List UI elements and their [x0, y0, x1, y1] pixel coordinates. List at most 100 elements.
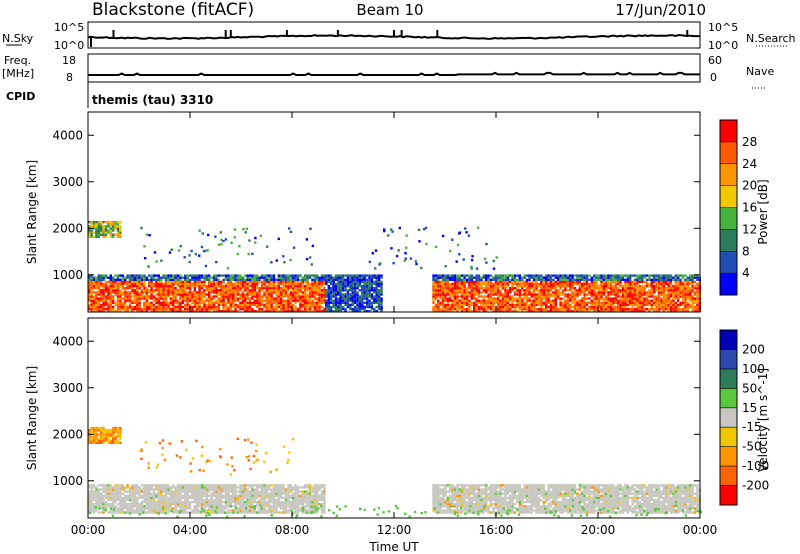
velocity-cell [232, 490, 235, 493]
power-cell [136, 282, 139, 286]
power-cell [157, 293, 160, 296]
velocity-cell [258, 494, 261, 497]
power-cell [176, 276, 180, 279]
power-cell [437, 299, 440, 302]
power-cell [102, 295, 105, 298]
power-cell [97, 303, 100, 307]
velocity-cell [229, 509, 232, 512]
power-cell [311, 282, 314, 286]
power-cell [294, 297, 297, 300]
power-cell [487, 299, 490, 302]
power-cell [346, 284, 350, 288]
power-cell [439, 276, 442, 279]
power-cell [289, 297, 292, 300]
power-cell [145, 293, 148, 296]
power-cell [215, 274, 218, 277]
power-cell [133, 278, 136, 281]
power-cell [203, 293, 206, 296]
power-cell [143, 245, 146, 248]
power-cell [456, 303, 459, 307]
velocity-cell [184, 492, 187, 495]
power-cell [461, 297, 464, 300]
power-cell [600, 295, 603, 298]
velocity-cell [191, 511, 194, 514]
power-cell [289, 310, 292, 313]
velocity-cell [217, 494, 220, 497]
power-cell [638, 297, 641, 300]
power-cell [397, 249, 400, 252]
power-cell [301, 284, 304, 288]
power-cell [665, 295, 668, 298]
power-cell [270, 305, 273, 309]
velocity-cell [193, 498, 196, 502]
power-cell [621, 301, 625, 304]
power-cell [100, 297, 103, 300]
power-cell [576, 295, 579, 298]
power-cell [458, 299, 461, 302]
power-cell [176, 282, 180, 286]
power-cell [475, 284, 478, 288]
power-cell [150, 310, 153, 313]
power-cell [458, 276, 461, 279]
power-cell [638, 287, 641, 290]
power-cell [602, 289, 605, 292]
power-cell [236, 289, 240, 292]
power-cell [597, 303, 601, 307]
power-cell [368, 293, 371, 296]
power-cell [571, 280, 574, 284]
velocity-cell [217, 490, 220, 493]
power-cell [643, 276, 646, 279]
power-cell [441, 287, 445, 290]
power-cell [188, 278, 192, 281]
power-cell [585, 310, 589, 313]
velocity-cell [191, 490, 194, 493]
power-cell [203, 299, 206, 302]
power-cell [468, 291, 471, 294]
power-cell [506, 280, 509, 284]
power-cell [107, 293, 110, 296]
power-cell [614, 305, 617, 309]
power-cell [557, 289, 560, 292]
power-cell [184, 293, 187, 296]
power-cell [275, 293, 278, 296]
power-cell [669, 301, 673, 304]
power-cell [480, 301, 483, 304]
power-cell [239, 307, 242, 311]
velocity-cell [212, 492, 216, 495]
power-cell [516, 287, 519, 290]
power-cell [641, 301, 644, 304]
power-cell [160, 289, 163, 292]
velocity-cell [253, 509, 256, 512]
power-cell [365, 287, 369, 290]
power-cell [155, 274, 158, 277]
power-cell [148, 274, 151, 277]
power-cell [648, 284, 651, 288]
power-cell [124, 303, 127, 307]
power-cell [441, 297, 445, 300]
power-cell [674, 297, 677, 300]
power-cell [234, 293, 237, 296]
power-cell [208, 287, 211, 290]
power-cell [370, 284, 374, 288]
power-cell [203, 291, 206, 294]
power-cell [119, 231, 122, 234]
power-cell [246, 289, 249, 292]
power-cell [284, 299, 288, 302]
power-cell [88, 291, 91, 294]
power-cell [631, 295, 634, 298]
power-cell [552, 299, 555, 302]
power-cell [313, 284, 316, 288]
power-cell [677, 303, 680, 307]
power-cell [463, 293, 466, 296]
power-cell [470, 297, 473, 300]
power-cell [441, 276, 445, 279]
power-cell [212, 282, 216, 286]
power-cell [605, 301, 608, 304]
power-cell [494, 289, 497, 292]
power-cell [311, 287, 314, 290]
velocity-cell [203, 492, 206, 495]
power-cell [334, 301, 338, 304]
power-cell [126, 297, 129, 300]
power-cell [446, 291, 449, 294]
power-cell [217, 310, 220, 313]
